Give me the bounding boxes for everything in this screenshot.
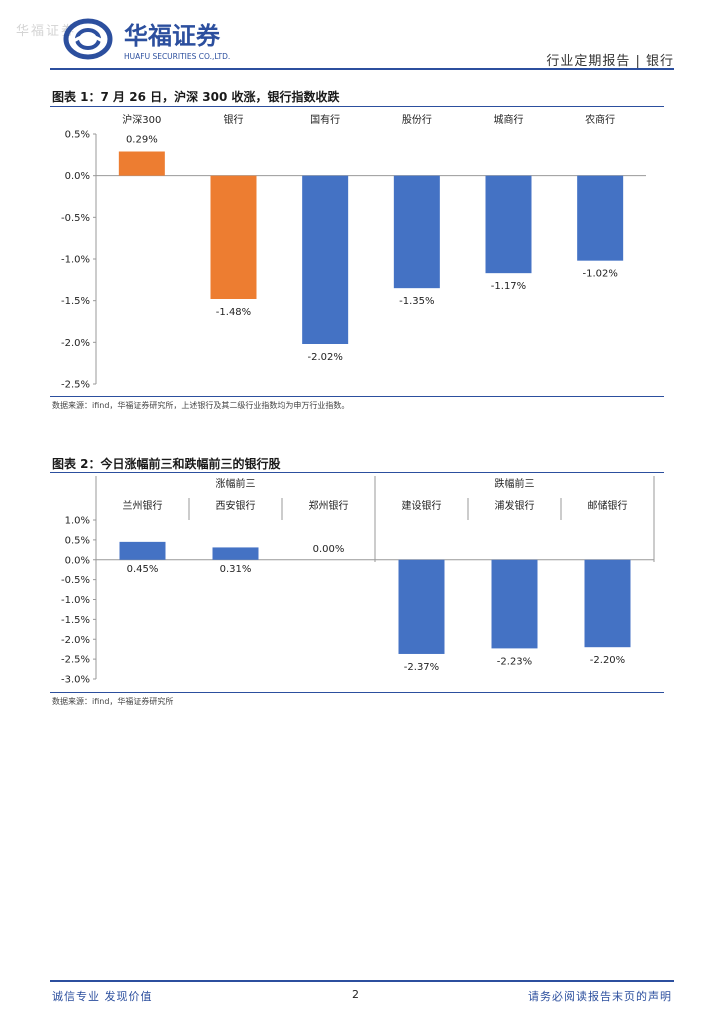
y-tick-label: 1.0% xyxy=(65,516,90,527)
category-label: 郑州银行 xyxy=(309,499,349,512)
y-tick-label: -0.5% xyxy=(61,575,90,586)
bar xyxy=(491,559,538,649)
bar xyxy=(577,175,624,261)
y-tick-label: 0.5% xyxy=(65,130,90,141)
data-label: -1.35% xyxy=(399,296,434,307)
data-label: 0.29% xyxy=(126,135,158,146)
y-tick-label: -0.5% xyxy=(61,213,90,224)
category-label: 城商行 xyxy=(494,113,524,126)
data-label: 0.31% xyxy=(220,564,252,575)
category-label: 国有行 xyxy=(310,113,340,126)
logo-en: HUAFU SECURITIES CO.,LTD. xyxy=(124,52,230,61)
y-tick-label: 0.0% xyxy=(65,555,90,566)
bar xyxy=(302,175,349,344)
bar xyxy=(393,175,440,289)
company-logo: 华福证券 HUAFU SECURITIES CO.,LTD. xyxy=(62,14,272,64)
bar xyxy=(485,175,532,274)
figure1-chart: 0.5% 0.0% -0.5% -1.0% -1.5% -2.0% -2.5% 沪深300 0.… xyxy=(61,113,646,391)
figure2-chart: 涨幅前三 跌幅前三 1.0% 0.5% 0.0% -0.5% -1.0% -1.5% -2.0%… xyxy=(61,476,655,686)
data-label: -1.48% xyxy=(216,307,251,318)
data-label: -1.02% xyxy=(582,269,617,280)
y-tick-label: -2.0% xyxy=(61,635,90,646)
footer-divider xyxy=(50,980,674,982)
report-type-label: 行业定期报告 | 银行 xyxy=(546,54,674,69)
figure2-bottom-rule xyxy=(50,692,664,693)
figure2-source: 数据来源：ifind，华福证券研究所 xyxy=(52,697,174,706)
category-label: 股份行 xyxy=(402,113,432,126)
y-tick-label: -2.0% xyxy=(61,338,90,349)
figure2-top-rule xyxy=(50,472,664,473)
data-label: -2.02% xyxy=(307,352,342,363)
data-label: -2.37% xyxy=(404,662,439,673)
footer-slogan: 诚信专业 发现价值 xyxy=(52,990,153,1003)
category-label: 沪深300 xyxy=(122,113,161,126)
logo-cn: 华福证券 xyxy=(124,22,221,50)
watermark-text: 华福证券 xyxy=(16,24,77,39)
bar xyxy=(584,559,631,648)
data-label: -2.20% xyxy=(590,655,625,666)
figure1-title: 图表 1：7 月 26 日，沪深 300 收涨，银行指数收跌 xyxy=(52,90,340,104)
category-label: 建设银行 xyxy=(402,499,442,512)
group-label: 跌幅前三 xyxy=(495,477,535,490)
y-tick-label: 0.5% xyxy=(65,535,90,546)
y-tick-label: 0.0% xyxy=(65,171,90,182)
category-label: 银行 xyxy=(224,113,244,126)
y-tick-label: -1.0% xyxy=(61,255,90,266)
category-label: 兰州银行 xyxy=(123,499,163,512)
figure1-top-rule xyxy=(50,106,664,107)
y-tick-label: -2.5% xyxy=(61,380,90,391)
y-tick-label: -1.5% xyxy=(61,296,90,307)
header-divider xyxy=(50,68,674,70)
bar xyxy=(119,541,166,560)
y-tick-label: -3.0% xyxy=(61,675,90,686)
data-label: -1.17% xyxy=(491,281,526,292)
category-label: 邮储银行 xyxy=(588,499,628,512)
bar xyxy=(118,151,165,176)
y-tick-label: -1.5% xyxy=(61,615,90,626)
category-label: 农商行 xyxy=(585,113,615,126)
figure1-bottom-rule xyxy=(50,396,664,397)
category-label: 浦发银行 xyxy=(495,499,535,512)
footer-disclaimer: 请务必阅读报告末页的声明 xyxy=(528,990,672,1003)
bar xyxy=(398,559,445,654)
data-label: 0.00% xyxy=(313,544,345,555)
group-label: 涨幅前三 xyxy=(216,477,256,490)
data-label: -2.23% xyxy=(497,656,532,667)
category-label: 西安银行 xyxy=(216,499,256,512)
y-tick-label: -2.5% xyxy=(61,655,90,666)
page-number: 2 xyxy=(352,988,359,1001)
figure2-title: 图表 2：今日涨幅前三和跌幅前三的银行股 xyxy=(52,457,281,471)
logo-graphic: 华福证券 HUAFU SECURITIES CO.,LTD. xyxy=(63,18,230,61)
figure1-source: 数据来源：ifind，华福证券研究所，上述银行及其二级行业指数均为申万行业指数。 xyxy=(52,401,350,410)
bar xyxy=(210,175,257,299)
y-tick-label: -1.0% xyxy=(61,595,90,606)
bar xyxy=(212,547,259,560)
data-label: 0.45% xyxy=(127,564,159,575)
